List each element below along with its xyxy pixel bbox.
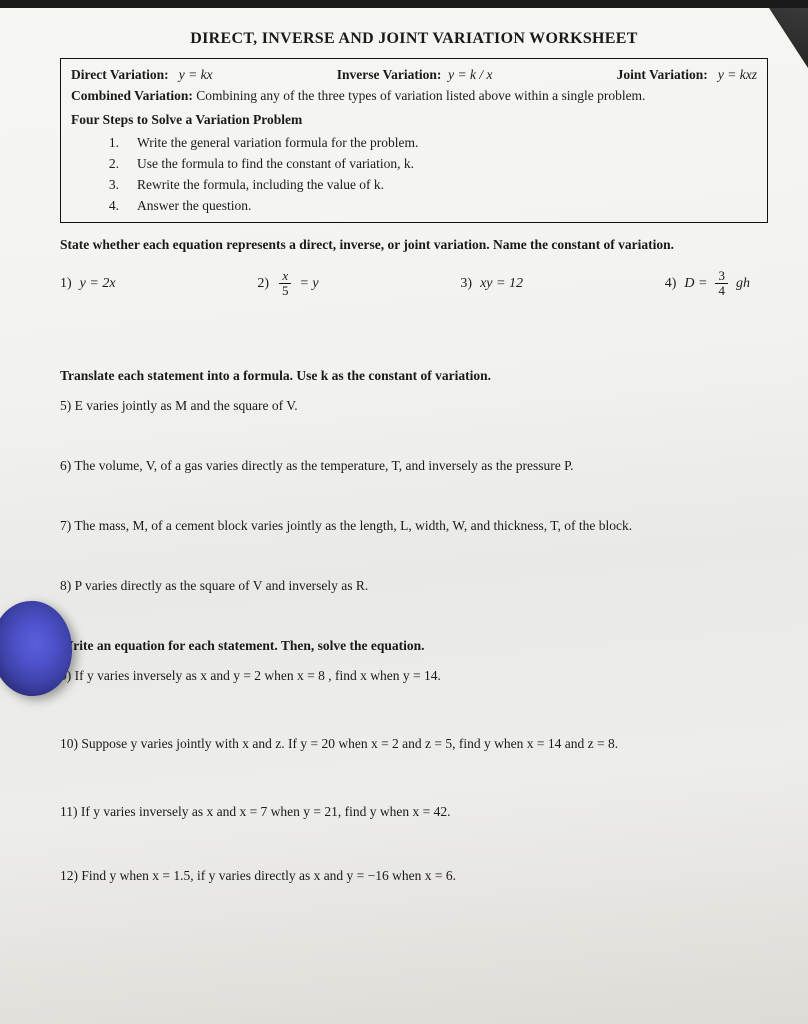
question-4: 4) D = 3 4 gh (665, 269, 750, 297)
q2-frac-bot: 5 (279, 284, 292, 298)
step-text: Write the general variation formula for … (137, 133, 418, 154)
step-item: 4. Answer the question. (105, 196, 757, 217)
combined-row: Combined Variation: Combining any of the… (71, 86, 757, 107)
thumb-shadow (0, 597, 77, 700)
step-num: 4. (105, 196, 119, 217)
q4-fraction: 3 4 (715, 269, 728, 297)
q1-eq: y = 2x (80, 276, 116, 292)
problem-8: 8) P varies directly as the square of V … (60, 578, 768, 594)
inverse-eq: y = k / x (448, 67, 492, 82)
instruction-1: State whether each equation represents a… (60, 237, 768, 253)
instruction-2: Translate each statement into a formula.… (60, 368, 768, 384)
question-2: 2) x 5 = y (257, 269, 318, 297)
q4-rhs: gh (736, 276, 750, 292)
equations-row: 1) y = 2x 2) x 5 = y 3) xy = 12 4) D = 3… (60, 269, 768, 297)
step-num: 3. (105, 175, 119, 196)
direct-label: Direct Variation: (71, 67, 169, 82)
question-1: 1) y = 2x (60, 269, 116, 297)
step-num: 2. (105, 154, 119, 175)
step-text: Rewrite the formula, including the value… (137, 175, 384, 196)
steps-title: Four Steps to Solve a Variation Problem (71, 110, 757, 131)
direct-eq: y = kx (179, 67, 213, 82)
q3-num: 3) (460, 276, 472, 292)
step-text: Use the formula to find the constant of … (137, 154, 414, 175)
step-item: 1. Write the general variation formula fo… (105, 133, 757, 154)
q2-num: 2) (257, 276, 269, 292)
q2-rest: = y (299, 276, 318, 292)
q1-num: 1) (60, 276, 72, 292)
q4-frac-bot: 4 (715, 284, 728, 298)
problem-10: 10) Suppose y varies jointly with x and … (60, 736, 768, 752)
q2-frac-top: x (279, 269, 291, 284)
variation-types-row: Direct Variation: y = kx Inverse Variati… (71, 65, 757, 86)
q2-fraction: x 5 (279, 269, 292, 297)
combined-label: Combined Variation: (71, 88, 193, 103)
step-num: 1. (105, 133, 119, 154)
problem-9: 9) If y varies inversely as x and y = 2 … (60, 668, 768, 684)
q3-eq: xy = 12 (480, 276, 523, 292)
joint-eq: y = kxz (718, 67, 757, 82)
steps-list: 1. Write the general variation formula fo… (105, 133, 757, 217)
inverse-label: Inverse Variation: (337, 67, 442, 82)
problem-12: 12) Find y when x = 1.5, if y varies dir… (60, 868, 768, 884)
combined-text: Combining any of the three types of vari… (196, 88, 645, 103)
worksheet-title: DIRECT, INVERSE AND JOINT VARIATION WORK… (60, 30, 768, 48)
problem-7: 7) The mass, M, of a cement block varies… (60, 518, 768, 534)
steps-block: Four Steps to Solve a Variation Problem … (71, 110, 757, 217)
joint-label: Joint Variation: (617, 67, 708, 82)
q4-num: 4) (665, 276, 677, 292)
step-item: 3. Rewrite the formula, including the val… (105, 175, 757, 196)
step-text: Answer the question. (137, 196, 251, 217)
problem-11: 11) If y varies inversely as x and x = 7… (60, 804, 768, 820)
problem-6: 6) The volume, V, of a gas varies direct… (60, 458, 768, 474)
q4-lhs: D = (684, 276, 707, 292)
step-item: 2. Use the formula to find the constant o… (105, 154, 757, 175)
problem-5: 5) E varies jointly as M and the square … (60, 398, 768, 414)
question-3: 3) xy = 12 (460, 269, 523, 297)
instruction-3: Write an equation for each statement. Th… (60, 638, 768, 654)
q4-frac-top: 3 (715, 269, 728, 284)
definitions-box: Direct Variation: y = kx Inverse Variati… (60, 58, 768, 223)
worksheet-page: DIRECT, INVERSE AND JOINT VARIATION WORK… (0, 8, 808, 1024)
